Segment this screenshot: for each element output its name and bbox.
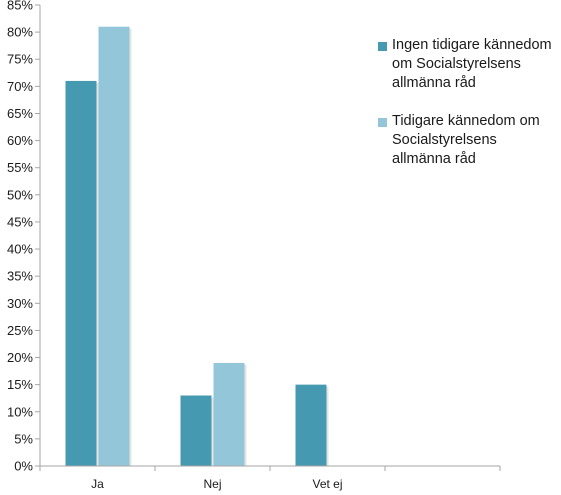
- legend-entry-series-1: Ingen tidigare kännedom om Socialstyrels…: [378, 36, 554, 93]
- legend: Ingen tidigare kännedom om Socialstyrels…: [378, 36, 554, 188]
- y-tick-label: 50%: [7, 187, 33, 202]
- legend-swatch-series-2: [378, 118, 387, 127]
- y-tick-label: 75%: [7, 52, 33, 67]
- y-tick-label: 85%: [7, 0, 33, 13]
- y-tick-label: 30%: [7, 296, 33, 311]
- y-tick-label: 45%: [7, 214, 33, 229]
- bar-1-nej: [180, 395, 212, 466]
- y-tick-label: 25%: [7, 323, 33, 338]
- axes: [39, 5, 501, 471]
- y-tick-label: 55%: [7, 160, 33, 175]
- y-tick-label: 20%: [7, 350, 33, 365]
- bar-2-ja: [98, 26, 130, 466]
- y-tick-label: 15%: [7, 377, 33, 392]
- y-axis-ticks: 0% 5% 10% 15% 20% 25% 30% 35% 40% 45% 50% 55% 60% 65%…: [7, 0, 40, 474]
- bar-1-ja: [65, 80, 97, 466]
- y-tick-label: 0%: [14, 459, 33, 474]
- bars: [65, 26, 329, 466]
- y-tick-label: 35%: [7, 269, 33, 284]
- y-tick-label: 65%: [7, 106, 33, 121]
- legend-label-series-1: Ingen tidigare kännedom om Socialstyrels…: [392, 37, 552, 91]
- legend-entry-series-2: Tidigare kännedom om Socialstyrelsens al…: [378, 112, 554, 169]
- x-axis-category-labels: Ja Nej Vet ej: [91, 477, 342, 491]
- x-category-label: Nej: [203, 477, 221, 491]
- legend-swatch-series-1: [378, 42, 387, 51]
- x-category-label: Vet ej: [312, 477, 342, 491]
- y-tick-label: 60%: [7, 133, 33, 148]
- bar-2-nej: [213, 362, 245, 466]
- y-tick-label: 70%: [7, 79, 33, 94]
- y-tick-label: 10%: [7, 404, 33, 419]
- bar-1-vet-ej: [295, 384, 327, 466]
- y-tick-label: 5%: [14, 431, 33, 446]
- y-tick-label: 80%: [7, 25, 33, 40]
- y-tick-label: 40%: [7, 242, 33, 257]
- legend-label-series-2: Tidigare kännedom om Socialstyrelsens al…: [392, 113, 540, 167]
- x-category-label: Ja: [91, 477, 104, 491]
